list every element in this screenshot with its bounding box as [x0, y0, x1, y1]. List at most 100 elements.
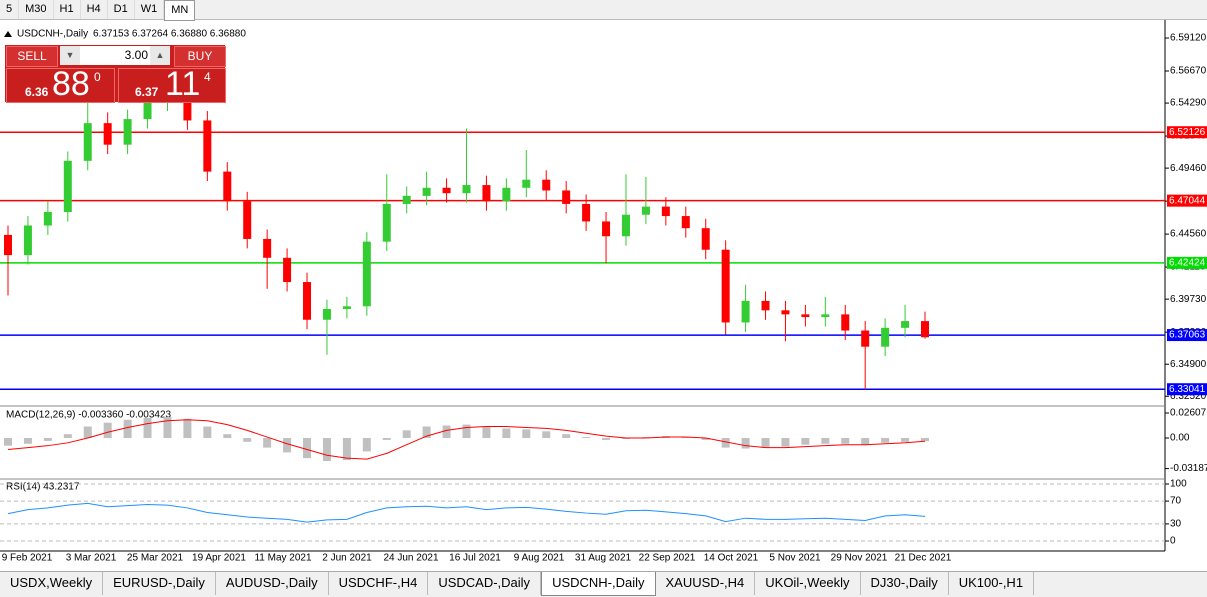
chart-tab[interactable]: AUDUSD-,Daily — [216, 572, 329, 595]
chart-tab[interactable]: USDCAD-,Daily — [428, 572, 542, 595]
macd-bar — [63, 434, 72, 439]
y-tick-label: 0 — [1170, 536, 1176, 547]
timeframe-button[interactable]: MN — [164, 0, 196, 21]
chart-tab[interactable]: EURUSD-,Daily — [103, 572, 216, 595]
candle-body — [522, 179, 531, 188]
candle-body — [781, 310, 790, 315]
chart-title: USDCNH-,Daily — [17, 29, 88, 40]
macd-bar — [562, 434, 571, 439]
collapse-icon[interactable] — [4, 31, 12, 37]
y-tick-label: 6.59120 — [1170, 33, 1207, 44]
macd-bar — [462, 424, 471, 439]
chart-tab[interactable]: UK100-,H1 — [949, 572, 1035, 595]
chart-tab[interactable]: USDCNH-,Daily — [541, 572, 656, 596]
chart-tab[interactable]: XAUUSD-,H4 — [656, 572, 756, 595]
rsi-line — [7, 502, 926, 523]
x-tick-label: 5 Nov 2021 — [769, 553, 821, 564]
candle-body — [223, 171, 232, 202]
macd-bar — [263, 438, 272, 448]
macd-bar — [103, 422, 112, 439]
macd-bar — [303, 438, 312, 459]
macd-bar — [901, 438, 910, 442]
candle-body — [103, 123, 112, 145]
level-label-bg — [1167, 126, 1207, 139]
level-label: 6.42424 — [1169, 258, 1206, 269]
sell-price-big: 6.36 — [25, 85, 49, 99]
macd-bar — [602, 438, 611, 440]
macd-bar — [4, 438, 12, 446]
lots-input[interactable]: 3.00 — [80, 46, 150, 65]
x-tick-label: 25 Mar 2021 — [127, 553, 184, 564]
candle-body — [143, 101, 152, 120]
macd-bar — [502, 428, 511, 439]
candle-body — [462, 185, 471, 194]
rsi-label: RSI(14) 43.2317 — [6, 482, 80, 493]
candle-body — [123, 119, 132, 145]
x-tick-label: 21 Dec 2021 — [895, 553, 952, 564]
timeframe-button[interactable]: H4 — [81, 0, 108, 19]
macd-bar — [921, 438, 929, 442]
macd-bar — [881, 438, 890, 443]
macd-bar — [542, 431, 551, 439]
sell-price-point: 0 — [94, 70, 101, 84]
y-tick-label: 100 — [1170, 479, 1187, 490]
timeframe-button[interactable]: 5 — [0, 0, 20, 19]
candle-body — [342, 306, 351, 309]
timeframe-button[interactable]: M30 — [19, 0, 54, 19]
buy-price-point: 4 — [204, 70, 211, 84]
one-click-trading: SELL ▼ 3.00 ▲ BUY 6.36 88 0 6.37 11 4 — [5, 45, 226, 103]
macd-bar — [203, 426, 212, 439]
macd-bar — [801, 438, 810, 445]
macd-bar — [701, 438, 710, 440]
x-tick-label: 9 Feb 2021 — [2, 553, 53, 564]
macd-label: MACD(12,26,9) -0.003360 -0.003423 — [6, 410, 172, 421]
candle-body — [721, 249, 730, 323]
macd-bar — [283, 438, 292, 453]
lots-up[interactable]: ▲ — [150, 46, 170, 65]
chart-tab[interactable]: DJ30-,Daily — [861, 572, 949, 595]
chart-tab[interactable]: UKOil-,Weekly — [755, 572, 861, 595]
candle-body — [741, 300, 750, 323]
macd-bar — [382, 438, 391, 440]
level-label-bg — [1167, 194, 1207, 207]
sell-button[interactable]: SELL — [6, 46, 58, 67]
ohlc-label: 6.37153 6.37264 6.36880 6.36880 — [93, 29, 246, 40]
buy-button[interactable]: BUY — [174, 46, 226, 67]
level-label: 6.33041 — [1169, 384, 1206, 395]
candle-body — [761, 300, 770, 311]
candle-body — [203, 120, 212, 172]
chart-tab[interactable]: USDX,Weekly — [0, 572, 104, 595]
candle-body — [542, 179, 551, 191]
x-tick-label: 19 Apr 2021 — [192, 553, 246, 564]
chart: USDCNH-,Daily 6.37153 6.37264 6.36880 6.… — [0, 20, 1207, 564]
macd-bar — [362, 438, 371, 452]
x-tick-label: 2 Jun 2021 — [322, 553, 372, 564]
timeframe-button[interactable]: D1 — [108, 0, 135, 19]
x-tick-label: 22 Sep 2021 — [639, 553, 696, 564]
y-tick-label: 6.44560 — [1170, 229, 1207, 240]
sell-price-box[interactable] — [6, 68, 115, 103]
y-tick-label: -0.031872 — [1170, 463, 1207, 474]
macd-bar — [442, 425, 451, 439]
x-tick-label: 9 Aug 2021 — [514, 553, 565, 564]
macd-bar — [342, 438, 351, 461]
candle-body — [422, 187, 431, 196]
y-tick-label: 6.49460 — [1170, 163, 1207, 174]
candle-body — [502, 187, 511, 202]
macd-bar — [163, 416, 172, 439]
candle-body — [382, 203, 391, 242]
candle-body — [303, 282, 312, 320]
sell-price-pips: 88 — [52, 65, 90, 103]
candle-body — [263, 238, 272, 258]
candle-body — [641, 206, 650, 215]
timeframe-button[interactable]: W1 — [135, 0, 165, 19]
candle-body — [681, 216, 690, 229]
timeframe-button[interactable]: H1 — [54, 0, 81, 19]
buy-price-box[interactable] — [118, 68, 226, 103]
lots-down[interactable]: ▼ — [60, 46, 80, 65]
macd-bar — [741, 438, 750, 449]
x-tick-label: 11 May 2021 — [254, 553, 312, 564]
chart-tab[interactable]: USDCHF-,H4 — [329, 572, 429, 595]
candle-body — [322, 308, 331, 320]
y-tick-label: 0.02607 — [1170, 408, 1207, 419]
